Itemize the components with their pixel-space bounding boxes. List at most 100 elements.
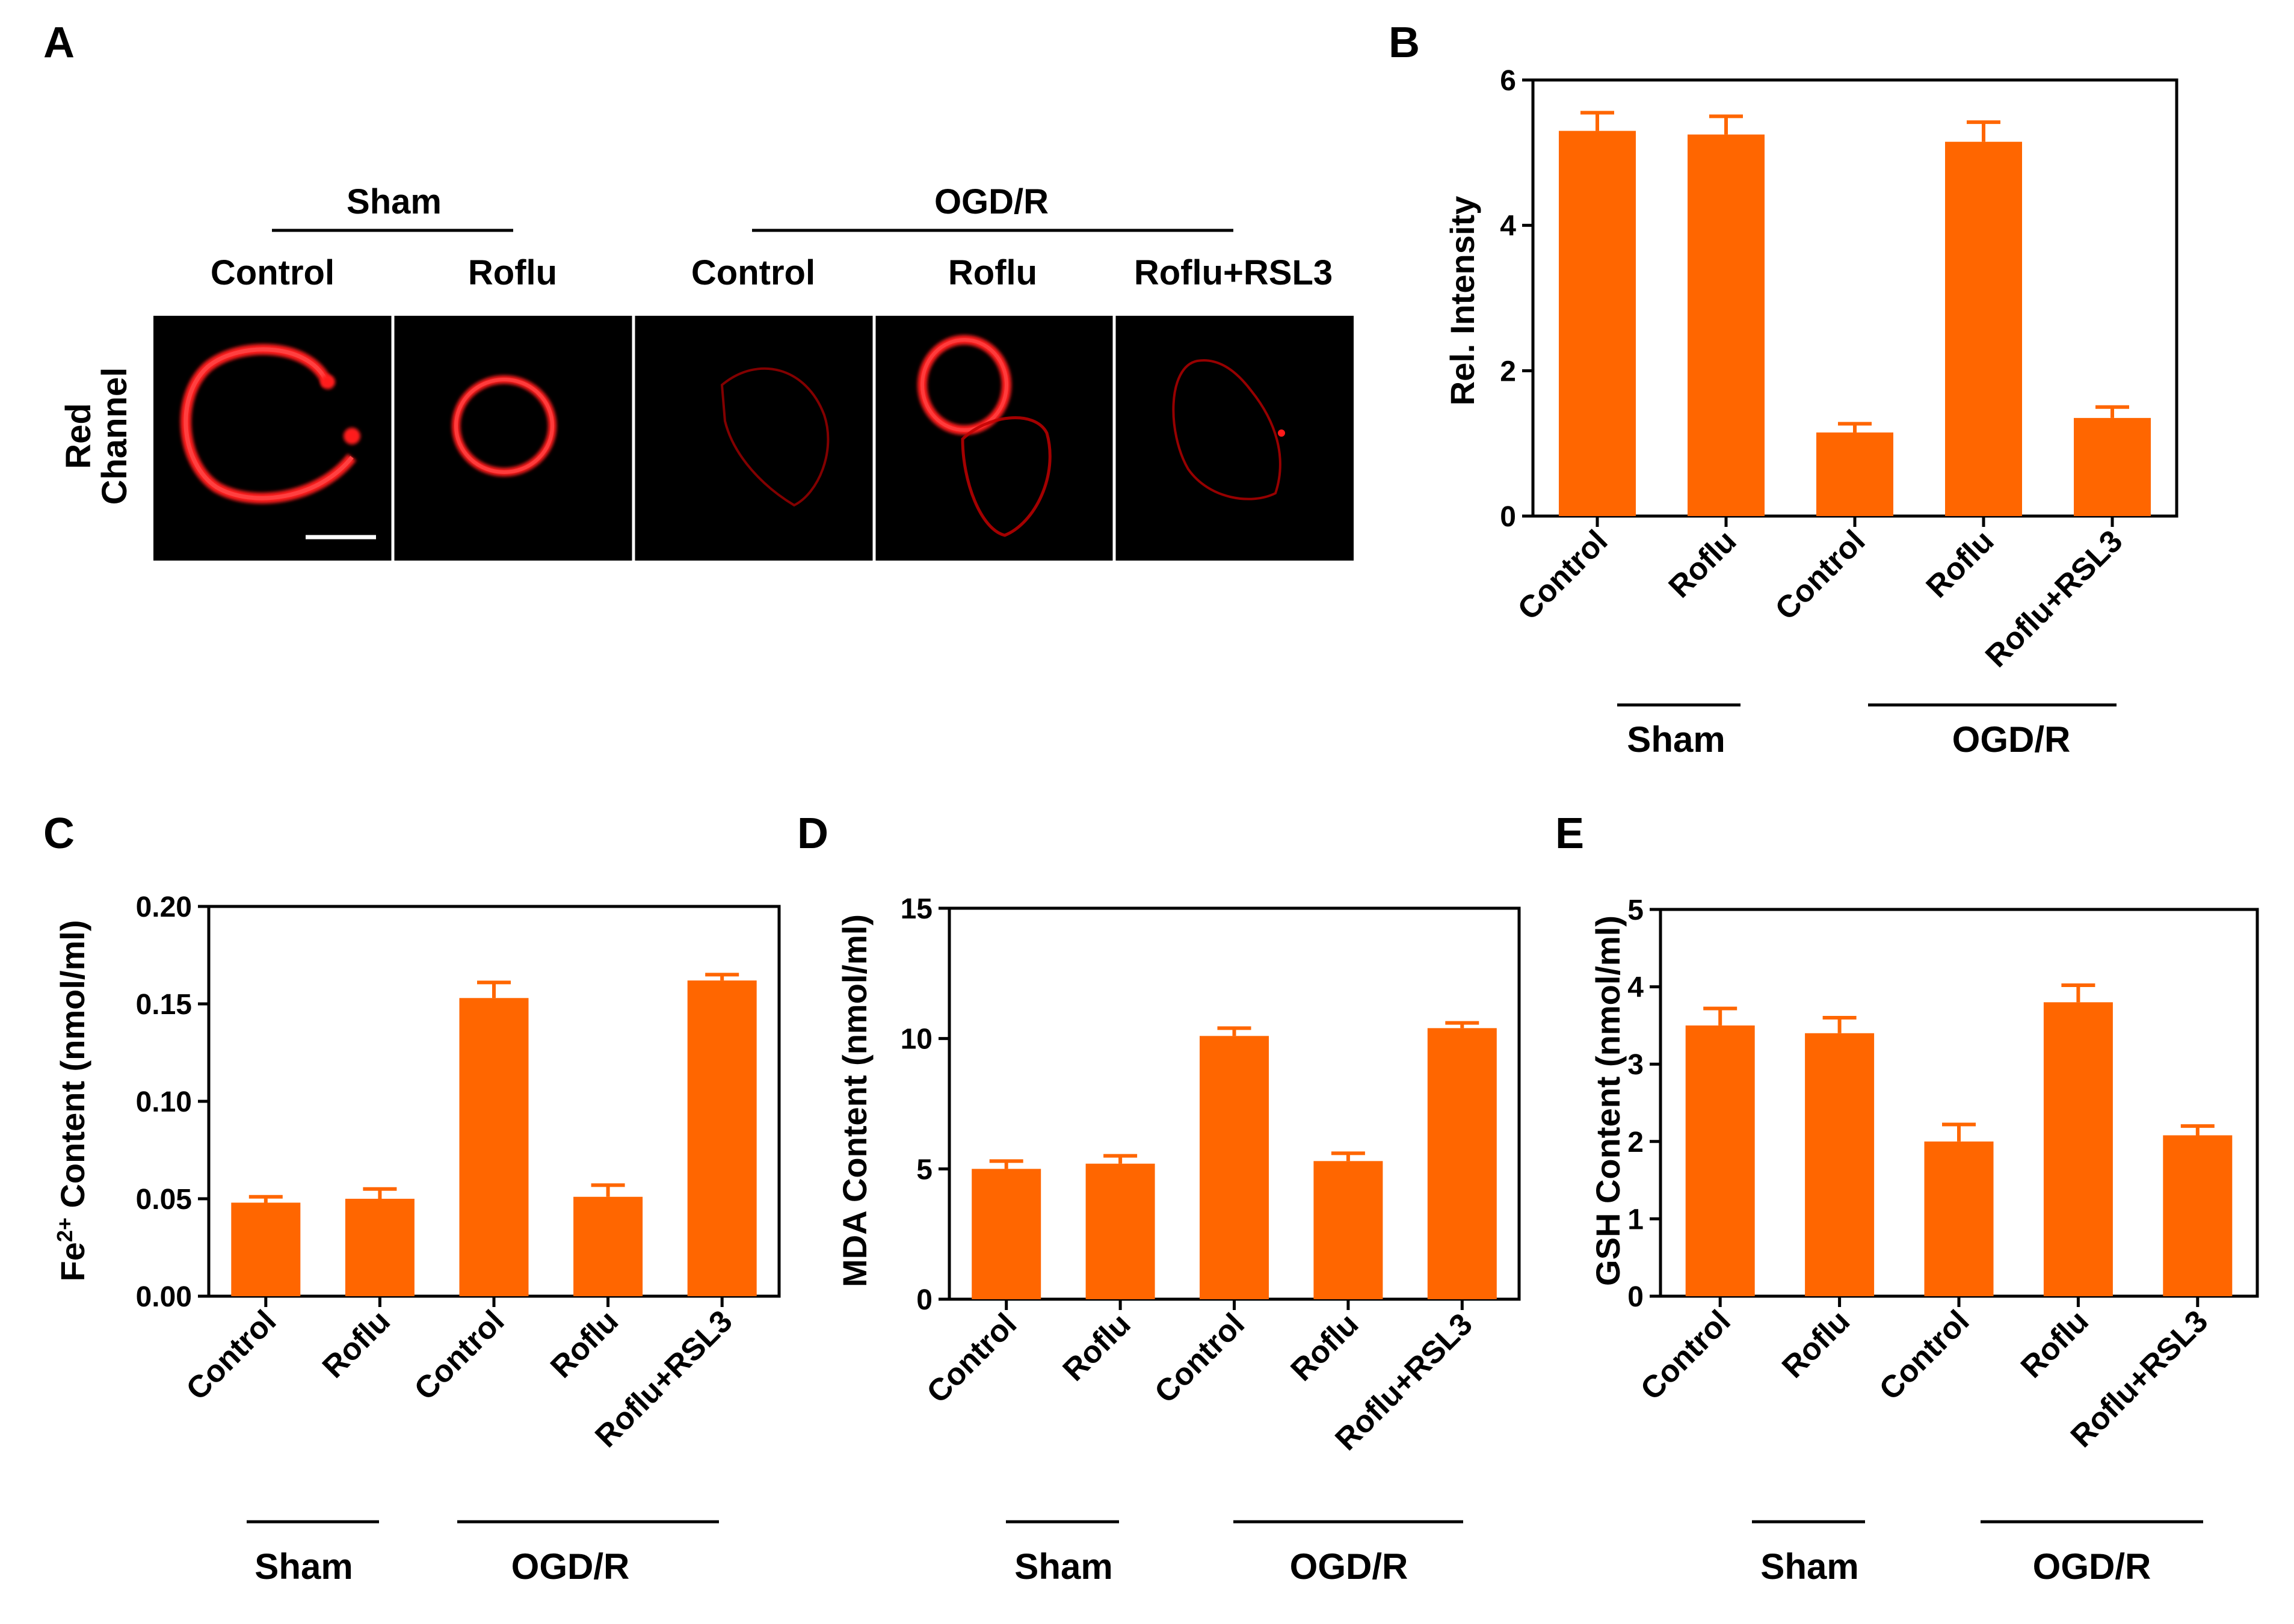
- bar: [687, 980, 757, 1296]
- panel-c-y-label: Fe2+ Content (nmol/ml): [52, 920, 91, 1282]
- bar: [2074, 417, 2151, 516]
- group-label: Sham: [1627, 719, 1725, 760]
- bar: [1688, 134, 1765, 516]
- y-tick-label: 3: [1627, 1049, 1644, 1081]
- group-label: Sham: [254, 1546, 353, 1587]
- panel-a-group-ogdr: OGD/R: [934, 182, 1049, 221]
- bar: [1085, 1163, 1155, 1299]
- bar: [345, 1199, 415, 1296]
- group-label: OGD/R: [1290, 1546, 1408, 1587]
- panel-a-col-4: Roflu: [948, 253, 1037, 292]
- y-label-rest: Content (nmol/ml): [54, 920, 91, 1218]
- y-tick-label: 5: [1627, 894, 1644, 926]
- group-label: OGD/R: [2033, 1546, 2151, 1587]
- y-tick-label: 0.15: [136, 989, 192, 1021]
- x-tick-label: Roflu: [2014, 1303, 2095, 1385]
- cell-image-ogdr-control: [720, 367, 830, 507]
- bar: [1945, 141, 2022, 517]
- y-tick-label: 6: [1500, 65, 1516, 97]
- x-tick-label: Roflu+RSL3: [1979, 523, 2129, 674]
- bar: [1685, 1025, 1755, 1296]
- y-tick-label: 0.05: [136, 1184, 192, 1216]
- panel-a-row-label: Red Channel: [59, 368, 134, 505]
- y-label-superscript: 2+: [52, 1217, 77, 1242]
- y-tick-label: 2: [1500, 355, 1516, 387]
- x-tick-label: Control: [180, 1303, 283, 1407]
- cell-image-ogdr-roflu: [917, 335, 1052, 537]
- bar: [2043, 1002, 2113, 1296]
- panel-d-y-label: MDA Content (nmol/ml): [836, 914, 874, 1287]
- x-tick-label: Control: [1511, 523, 1615, 627]
- panel-letter-b: B: [1389, 19, 1420, 67]
- bar: [1559, 131, 1636, 517]
- bar: [459, 998, 529, 1296]
- x-tick-label: Roflu: [316, 1303, 397, 1385]
- row-label-line-2: Channel: [95, 368, 134, 505]
- y-tick-label: 15: [901, 893, 933, 925]
- panel-letter-d: D: [797, 810, 828, 858]
- panel-a: A Sham OGD/R Control Roflu Control Roflu…: [43, 19, 1354, 561]
- x-tick-label: Control: [408, 1303, 511, 1407]
- y-label-fe: Fe: [54, 1242, 91, 1281]
- y-tick-label: 5: [916, 1154, 933, 1186]
- panel-a-col-2: Roflu: [468, 253, 557, 292]
- y-tick-label: 1: [1627, 1204, 1644, 1235]
- x-tick-label: Control: [1873, 1303, 1976, 1407]
- x-tick-label: Control: [1148, 1306, 1251, 1410]
- bar: [1924, 1141, 1994, 1296]
- bar: [1427, 1028, 1497, 1299]
- group-label: Sham: [1014, 1546, 1112, 1587]
- x-tick-label: Roflu: [1775, 1303, 1857, 1385]
- x-tick-label: Control: [920, 1306, 1023, 1410]
- panel-letter-a: A: [43, 19, 75, 67]
- group-label: Sham: [1760, 1546, 1858, 1587]
- micrograph-strip: [153, 316, 1354, 561]
- bar: [231, 1202, 301, 1296]
- cell-image-sham-roflu: [452, 375, 557, 476]
- bar: [2163, 1135, 2233, 1296]
- y-tick-label: 0.20: [136, 891, 192, 923]
- row-label-line-1: Red: [59, 403, 98, 469]
- y-tick-label: 4: [1627, 972, 1644, 1004]
- micrograph-background: [153, 316, 1354, 561]
- cell-image-ogdr-roflu-rsl3: [1172, 359, 1285, 500]
- x-tick-label: Roflu: [1284, 1306, 1365, 1388]
- bar: [1200, 1036, 1269, 1299]
- panel-e-y-label: GSH Content (nmol/ml): [1589, 915, 1627, 1286]
- panel-letter-c: C: [43, 810, 75, 858]
- bar: [1313, 1161, 1383, 1299]
- panel-c: C Fe2+ Content (nmol/ml) 0.00 0.05 0.10 0.1…: [43, 810, 781, 1587]
- y-tick-label: 0.10: [136, 1086, 192, 1118]
- bar: [972, 1169, 1041, 1299]
- panel-letter-e: E: [1555, 810, 1584, 858]
- y-tick-label: 0.00: [136, 1281, 192, 1313]
- bar: [1805, 1033, 1875, 1296]
- bar: [1816, 432, 1893, 516]
- x-tick-label: Roflu: [1920, 523, 2001, 604]
- panel-a-col-1: Control: [211, 253, 335, 292]
- panel-a-col-3: Control: [691, 253, 815, 292]
- cell-image-sham-control: [180, 343, 376, 540]
- y-tick-label: 0: [1627, 1281, 1644, 1313]
- y-tick-label: 0: [916, 1284, 933, 1316]
- y-tick-label: 10: [901, 1024, 933, 1056]
- x-tick-label: Roflu: [544, 1303, 625, 1385]
- panel-b: B Rel. Intensity 0 2 4 6 Control Roflu Control…: [1389, 19, 2178, 760]
- group-label: OGD/R: [1952, 719, 2071, 760]
- y-tick-label: 2: [1627, 1127, 1644, 1158]
- panel-b-y-label: Rel. Intensity: [1443, 196, 1481, 406]
- panel-a-group-sham: Sham: [347, 182, 442, 221]
- y-tick-label: 4: [1500, 211, 1516, 242]
- bar: [573, 1196, 643, 1296]
- x-tick-label: Control: [1769, 523, 1872, 627]
- panel-a-col-5: Roflu+RSL3: [1134, 253, 1333, 292]
- group-label: OGD/R: [511, 1546, 630, 1587]
- panel-d: D MDA Content (nmol/ml) 0 5 10 15 Control Rof…: [797, 810, 1521, 1587]
- x-tick-label: Roflu: [1662, 523, 1744, 604]
- x-tick-label: Control: [1634, 1303, 1737, 1407]
